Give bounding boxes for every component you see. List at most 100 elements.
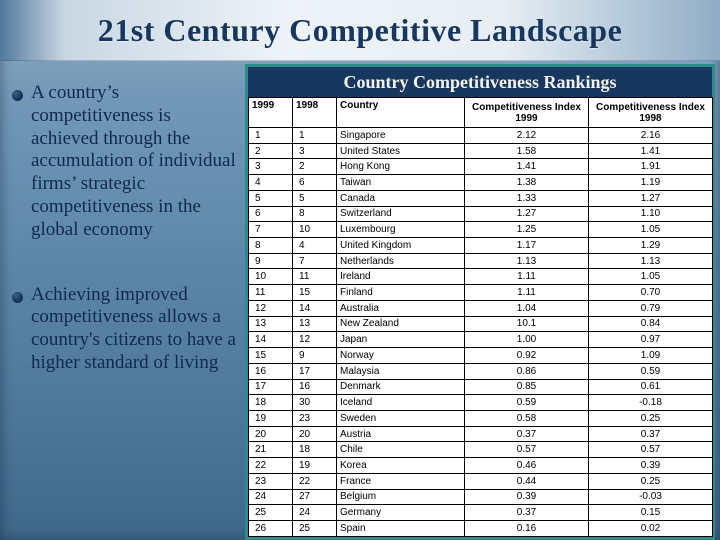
table-cell: 0.86: [464, 362, 589, 380]
table-cell: 1.27: [588, 189, 713, 207]
table-cell: 0.57: [588, 441, 713, 459]
table-row: 5 5 Canada 1.33 1.27: [248, 189, 713, 207]
table-cell: 1.91: [588, 158, 713, 176]
table-cell: 15: [292, 284, 337, 301]
table-cell: 0.57: [464, 441, 589, 459]
table-cell: Iceland: [336, 394, 465, 411]
table-cell: 6: [292, 174, 337, 191]
table-row: 22 19 Korea 0.46 0.39: [248, 457, 713, 474]
rankings-panel: Country Competitiveness Rankings 1999 19…: [245, 64, 715, 540]
header-index-1999: Competitiveness Index 1999: [464, 97, 589, 128]
table-cell: 5: [248, 189, 293, 207]
table-cell: 7: [292, 252, 337, 270]
table-cell: 14: [292, 299, 337, 317]
table-cell: 1.19: [588, 174, 713, 191]
table-row: 9 7 Netherlands 1.13 1.13: [248, 252, 713, 270]
table-cell: 0.44: [464, 472, 589, 490]
table-cell: Australia: [336, 299, 465, 317]
table-cell: 4: [248, 174, 293, 191]
table-cell: 0.37: [588, 425, 713, 443]
table-cell: 0.92: [464, 347, 589, 364]
table-row: 19 23 Sweden 0.58 0.25: [248, 409, 713, 427]
table-cell: Finland: [336, 284, 465, 301]
table-cell: Luxembourg: [336, 221, 465, 239]
table-cell: 5: [292, 189, 337, 207]
table-cell: 0.85: [464, 378, 589, 396]
table-cell: 1.11: [464, 268, 589, 286]
table-cell: 17: [292, 362, 337, 380]
table-cell: 8: [292, 205, 337, 223]
table-cell: 1.25: [464, 221, 589, 239]
bullet-text: A country’s competitiveness is achieved …: [31, 82, 236, 240]
table-cell: 3: [292, 142, 337, 160]
table-cell: 4: [292, 237, 337, 254]
table-title: Country Competitiveness Rankings: [248, 67, 712, 97]
table-cell: Belgium: [336, 488, 465, 506]
table-cell: 1.09: [588, 347, 713, 364]
header-index-1998: Competitiveness Index 1998: [588, 97, 713, 128]
rankings-table-body: 1 1 Singapore 2.12 2.16 2 3 United States 1.58 1.…: [248, 127, 713, 538]
table-row: 21 18 Chile 0.57 0.57: [248, 441, 713, 459]
table-cell: United Kingdom: [336, 237, 465, 254]
table-cell: 0.58: [464, 409, 589, 427]
slide-title: 21st Century Competitive Landscape: [97, 11, 623, 48]
table-cell: Canada: [336, 189, 465, 207]
table-cell: 0.15: [588, 504, 713, 521]
table-row: 14 12 Japan 1.00 0.97: [248, 331, 713, 349]
table-cell: 0.97: [588, 331, 713, 349]
table-cell: 1: [292, 127, 337, 144]
table-row: 17 16 Denmark 0.85 0.61: [248, 378, 713, 396]
table-cell: 2: [292, 158, 337, 176]
table-cell: 18: [292, 441, 337, 459]
table-cell: 0.25: [588, 409, 713, 427]
table-cell: -0.03: [588, 488, 713, 506]
table-cell: Ireland: [336, 268, 465, 286]
table-cell: 16: [292, 378, 337, 396]
table-cell: 1.27: [464, 205, 589, 223]
table-cell: 27: [292, 488, 337, 506]
table-cell: Malaysia: [336, 362, 465, 380]
table-row: 16 17 Malaysia 0.86 0.59: [248, 362, 713, 380]
table-cell: 2: [248, 142, 293, 160]
bullet-item: A country’s competitiveness is achieved …: [12, 82, 238, 242]
table-cell: 20: [248, 425, 293, 443]
header-rank-1998: 1998: [292, 97, 337, 128]
table-cell: 1.41: [464, 158, 589, 176]
table-cell: 19: [292, 457, 337, 474]
table-row: 18 30 Iceland 0.59 -0.18: [248, 394, 713, 411]
table-row: 24 27 Belgium 0.39 -0.03: [248, 488, 713, 506]
table-row: 10 11 Ireland 1.11 1.05: [248, 268, 713, 286]
table-cell: 0.25: [588, 472, 713, 490]
table-cell: 0.79: [588, 299, 713, 317]
table-cell: 26: [248, 519, 293, 538]
table-cell: 0.39: [464, 488, 589, 506]
table-cell: 1.05: [588, 268, 713, 286]
table-cell: 14: [248, 331, 293, 349]
table-cell: 0.37: [464, 425, 589, 443]
table-cell: 15: [248, 347, 293, 364]
table-cell: 24: [248, 488, 293, 506]
table-cell: 1: [248, 127, 293, 144]
table-cell: 1.38: [464, 174, 589, 191]
table-cell: 23: [248, 472, 293, 490]
table-cell: France: [336, 472, 465, 490]
table-row: 8 4 United Kingdom 1.17 1.29: [248, 237, 713, 254]
table-cell: 8: [248, 237, 293, 254]
bullet-icon: [12, 291, 23, 303]
table-cell: -0.18: [588, 394, 713, 411]
table-cell: 17: [248, 378, 293, 396]
table-cell: Hong Kong: [336, 158, 465, 176]
table-cell: 11: [248, 284, 293, 301]
table-cell: 1.04: [464, 299, 589, 317]
table-cell: Netherlands: [336, 252, 465, 270]
table-cell: 1.29: [588, 237, 713, 254]
table-cell: 18: [248, 394, 293, 411]
table-cell: 1.13: [464, 252, 589, 270]
table-cell: 13: [292, 315, 337, 333]
table-cell: 21: [248, 441, 293, 459]
rankings-table: 1999 1998 Country Competitiveness Index …: [248, 97, 713, 538]
table-cell: New Zealand: [336, 315, 465, 333]
table-cell: 1.05: [588, 221, 713, 239]
bullet-item: Achieving improved competitiveness allow…: [12, 284, 238, 375]
table-cell: Norway: [336, 347, 465, 364]
